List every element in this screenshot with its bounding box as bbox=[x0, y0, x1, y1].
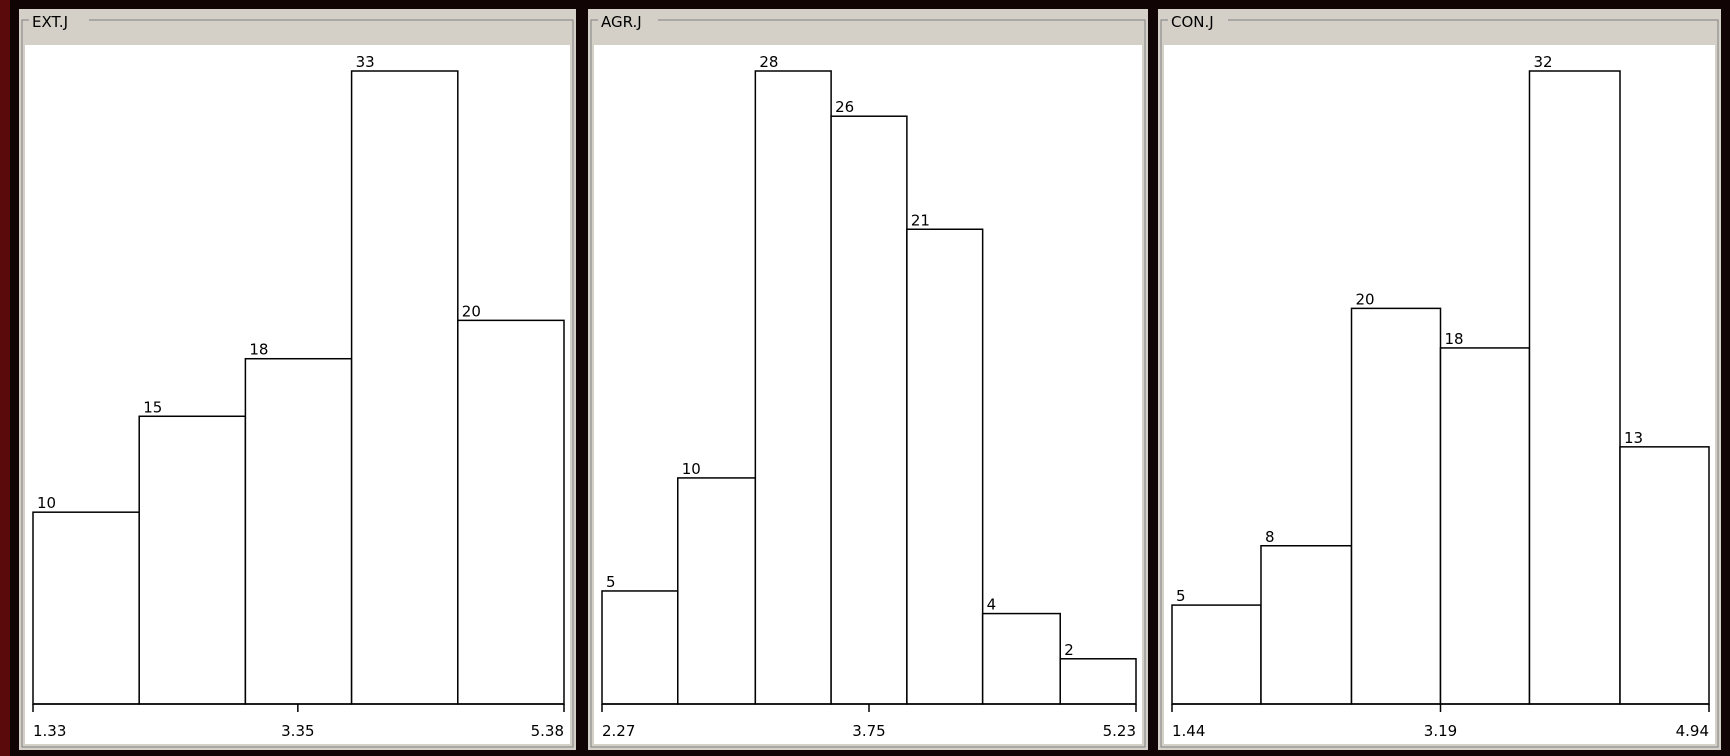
x-tick-label: 3.19 bbox=[1424, 722, 1457, 740]
bar bbox=[677, 477, 757, 705]
bar-label: 33 bbox=[356, 53, 375, 71]
bar bbox=[1350, 307, 1442, 705]
bar bbox=[138, 415, 247, 705]
bar-label: 21 bbox=[911, 211, 930, 229]
bar-label: 20 bbox=[462, 302, 481, 320]
group-frame bbox=[590, 19, 1146, 748]
bar bbox=[1260, 545, 1353, 705]
bar-label: 10 bbox=[682, 460, 701, 478]
x-tick-label: 3.35 bbox=[281, 722, 314, 740]
bar bbox=[601, 590, 679, 705]
bar-label: 5 bbox=[1176, 587, 1186, 605]
panel-title: CON.J bbox=[1171, 13, 1214, 31]
bar bbox=[1171, 604, 1262, 705]
bar-label: 10 bbox=[37, 494, 56, 512]
bar-label: 18 bbox=[1445, 330, 1464, 348]
bar bbox=[830, 115, 908, 705]
panel-title: EXT.J bbox=[32, 13, 68, 31]
bar bbox=[981, 612, 1061, 705]
bar-label: 13 bbox=[1624, 429, 1643, 447]
x-tick-label: 3.75 bbox=[852, 722, 885, 740]
bar-label: 4 bbox=[987, 596, 997, 614]
bar bbox=[244, 357, 353, 705]
x-tick-label: 5.23 bbox=[1103, 722, 1136, 740]
bar bbox=[457, 319, 565, 705]
x-tick-label: 2.27 bbox=[602, 722, 635, 740]
bar-label: 15 bbox=[143, 398, 162, 416]
bar bbox=[754, 70, 832, 705]
x-tick-label: 1.33 bbox=[33, 722, 66, 740]
bar-label: 20 bbox=[1356, 290, 1375, 308]
bar bbox=[906, 228, 984, 705]
bar bbox=[1059, 658, 1137, 705]
group-frame bbox=[21, 19, 574, 748]
bar-label: 2 bbox=[1064, 641, 1074, 659]
bar bbox=[32, 511, 140, 705]
title-bg bbox=[598, 11, 658, 29]
bar bbox=[1528, 70, 1621, 705]
x-tick-label: 5.38 bbox=[531, 722, 564, 740]
panel-title: AGR.J bbox=[601, 13, 642, 31]
bar bbox=[350, 70, 459, 705]
group-frame bbox=[1160, 19, 1719, 748]
bar-label: 18 bbox=[249, 341, 268, 359]
title-bg bbox=[1168, 11, 1228, 29]
bar-label: 26 bbox=[835, 98, 854, 116]
bar bbox=[1439, 347, 1531, 705]
bar-label: 32 bbox=[1533, 53, 1552, 71]
window-edge bbox=[0, 0, 10, 756]
title-bg bbox=[29, 11, 89, 29]
x-tick-label: 4.94 bbox=[1676, 722, 1709, 740]
bar-label: 28 bbox=[759, 53, 778, 71]
x-tick-label: 1.44 bbox=[1172, 722, 1205, 740]
bar bbox=[1619, 446, 1710, 705]
bar-label: 8 bbox=[1265, 528, 1275, 546]
bar-label: 5 bbox=[606, 573, 616, 591]
